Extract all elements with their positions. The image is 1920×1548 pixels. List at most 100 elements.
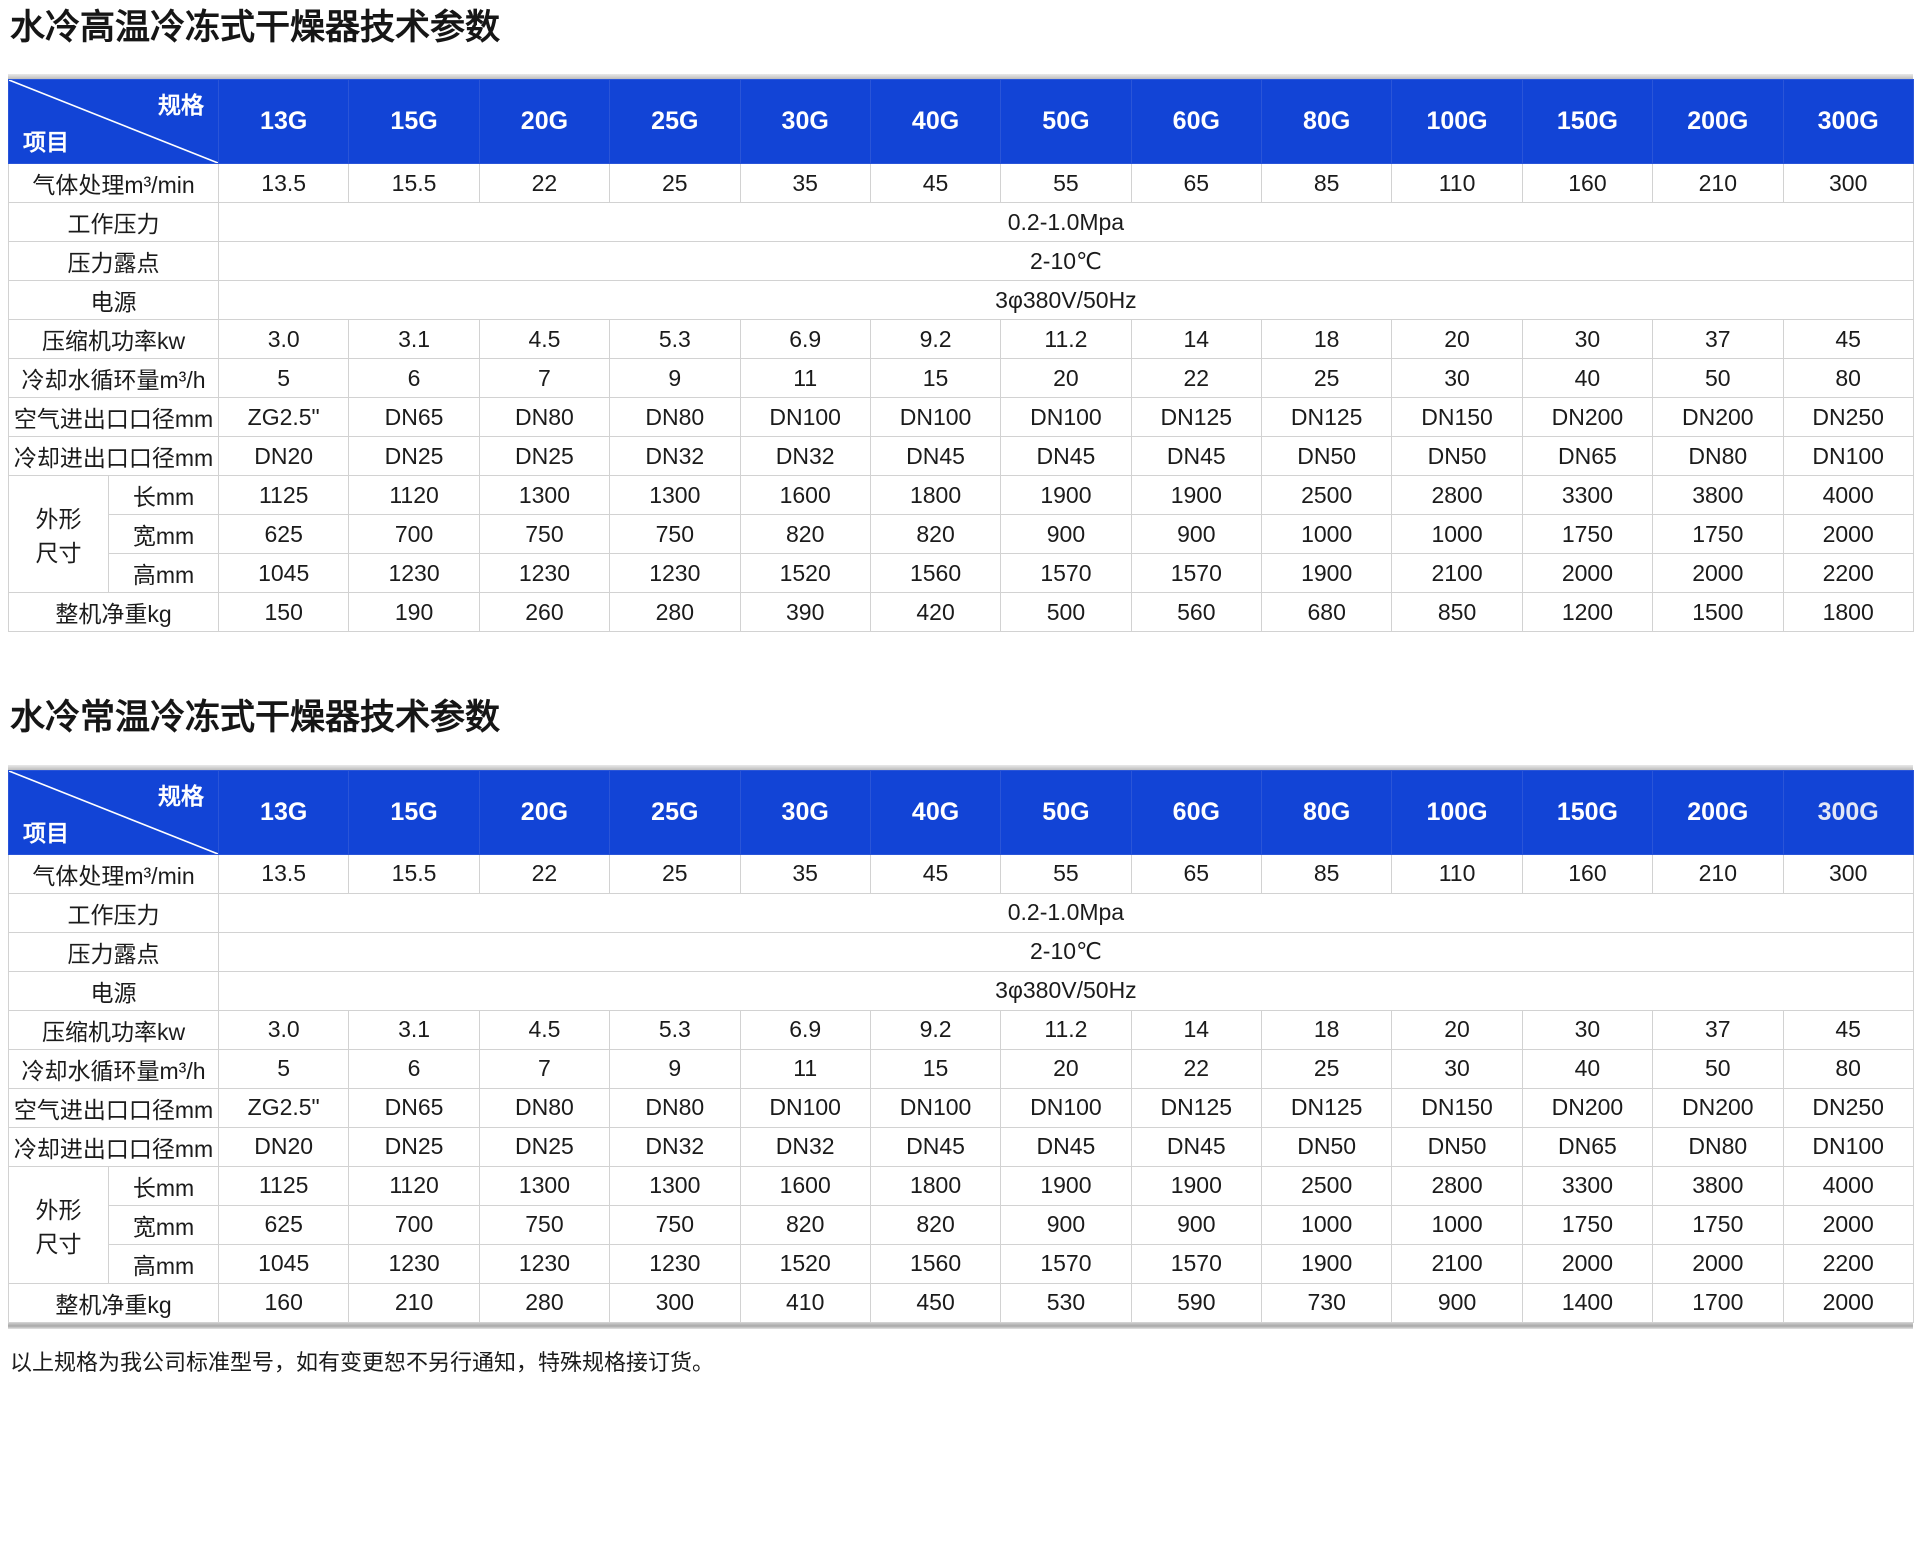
cell-value: 80 [1782, 1048, 1914, 1089]
cell-value: DN125 [1260, 397, 1393, 438]
cell-value: DN45 [869, 436, 1002, 477]
cell-value: 11.2 [1000, 319, 1132, 360]
table-2-top-edge [8, 764, 1913, 770]
header-item-label: 项目 [23, 129, 69, 156]
table-row: 压缩机功率kw 3.0 3.1 4.5 5.3 6.9 9.2 11.2 14 18 20 30 37 4… [8, 1009, 1914, 1050]
cell-value: DN32 [739, 1126, 871, 1167]
cell-value: 4000 [1782, 1165, 1914, 1206]
cell-value: 1900 [1260, 553, 1393, 594]
table-row: 电源 3φ380V/50Hz [8, 970, 1914, 1011]
cell-value: 1000 [1391, 514, 1523, 555]
cell-value: 900 [1130, 514, 1263, 555]
cell-value: 850 [1391, 592, 1523, 633]
cell-value: 1230 [348, 1243, 480, 1284]
cell-value: ZG2.5" [217, 1087, 350, 1128]
cell-value: DN125 [1130, 397, 1263, 438]
cell-value: 4000 [1782, 475, 1914, 516]
cell-value: 1200 [1521, 592, 1654, 633]
cell-value: 1230 [478, 553, 611, 594]
cell-value: 280 [478, 1282, 611, 1323]
table-row: 外形 尺寸 长mm 1125 1120 1300 1300 1600 1800 1900 1900 2… [8, 475, 1914, 594]
cell-value: DN25 [478, 436, 611, 477]
row-label: 冷却进出口口径mm [8, 1126, 219, 1167]
cell-value: 1600 [739, 475, 871, 516]
table-row: 冷却水循环量m³/h 5 6 7 9 11 15 20 22 25 30 40 50 80 [8, 358, 1914, 399]
cell-value: 1300 [478, 1165, 611, 1206]
cell-value: 18 [1260, 1009, 1393, 1050]
row-label: 冷却进出口口径mm [8, 436, 219, 477]
model-header-50g: 50G [1000, 769, 1132, 855]
row-label: 压缩机功率kw [8, 319, 219, 360]
cell-value: DN25 [478, 1126, 611, 1167]
cell-value: 2500 [1260, 1165, 1393, 1206]
cell-value: DN100 [739, 1087, 871, 1128]
cell-value: 160 [1521, 853, 1654, 894]
spec-table-1: 规格 项目 13G 15G 20G 25G 30G 40G 50G 60G 80G 100G 150G 2… [8, 79, 1914, 633]
cell-value: 1570 [1130, 1243, 1263, 1284]
row-label: 压力露点 [8, 241, 219, 282]
cell-value: 4.5 [478, 319, 611, 360]
cell-value: 1000 [1260, 1204, 1393, 1245]
cell-value: 25 [1260, 1048, 1393, 1089]
cell-value: 80 [1782, 358, 1914, 399]
cell-value: DN25 [348, 436, 480, 477]
cell-value: 420 [869, 592, 1002, 633]
cell-value: DN32 [609, 1126, 741, 1167]
cell-value: DN250 [1782, 1087, 1914, 1128]
cell-value: DN32 [609, 436, 741, 477]
cell-value: 1300 [609, 1165, 741, 1206]
cell-value: 5.3 [609, 319, 741, 360]
cell-value: 820 [739, 514, 871, 555]
cell-value: DN150 [1391, 1087, 1523, 1128]
cell-value: 1570 [1130, 553, 1263, 594]
cell-value: DN45 [1000, 436, 1132, 477]
cell-value: 14 [1130, 1009, 1263, 1050]
cell-value: 6.9 [739, 1009, 871, 1050]
cell-value: 300 [1782, 163, 1914, 204]
cell-value: 900 [1000, 1204, 1132, 1245]
cell-value: 3800 [1652, 1165, 1784, 1206]
cell-value: 5 [217, 358, 350, 399]
cell-value: 15 [869, 1048, 1002, 1089]
cell-value: 160 [217, 1282, 350, 1323]
cell-value: 9.2 [869, 319, 1002, 360]
cell-value: 2100 [1391, 1243, 1523, 1284]
model-header-50g: 50G [1000, 79, 1132, 165]
model-header-15g: 15G [348, 769, 480, 855]
model-header-30g: 30G [739, 79, 871, 165]
model-header-100g: 100G [1391, 769, 1523, 855]
cell-value: 590 [1130, 1282, 1263, 1323]
diagonal-divider-icon [9, 80, 218, 163]
cell-value: 7 [478, 1048, 611, 1089]
cell-value: 210 [1652, 163, 1784, 204]
cell-value: 15 [869, 358, 1002, 399]
cell-value: 3.1 [348, 319, 480, 360]
row-label: 压缩机功率kw [8, 1009, 219, 1050]
cell-value: DN80 [1652, 436, 1784, 477]
dimension-group-label: 外形 尺寸 [8, 475, 109, 594]
header-item-label: 项目 [23, 819, 69, 846]
cell-value: DN50 [1391, 436, 1523, 477]
cell-value: 3.0 [217, 1009, 350, 1050]
table-row: 冷却进出口口径mm DN20 DN25 DN25 DN32 DN32 DN45 DN45 DN4… [8, 436, 1914, 477]
cell-value: 15.5 [348, 853, 480, 894]
row-label: 气体处理m³/min [8, 853, 219, 894]
cell-value: 37 [1652, 1009, 1784, 1050]
row-span-value: 0.2-1.0Mpa [218, 202, 1914, 243]
row-label: 工作压力 [8, 892, 219, 933]
cell-value: 2200 [1782, 553, 1914, 594]
cell-value: 40 [1521, 1048, 1654, 1089]
cell-value: 11 [739, 358, 871, 399]
cell-value: 210 [1652, 853, 1784, 894]
dimension-label-line2: 尺寸 [35, 540, 82, 567]
table-row: 压力露点 2-10℃ [8, 931, 1914, 972]
cell-value: 1560 [869, 553, 1002, 594]
cell-value: 750 [478, 1204, 611, 1245]
cell-value: 85 [1260, 163, 1393, 204]
cell-value: 2000 [1652, 553, 1784, 594]
cell-value: DN25 [348, 1126, 480, 1167]
cell-value: 2100 [1391, 553, 1523, 594]
row-label: 整机净重kg [8, 1282, 219, 1323]
cell-value: DN45 [1130, 1126, 1263, 1167]
cell-value: 1900 [1260, 1243, 1393, 1284]
